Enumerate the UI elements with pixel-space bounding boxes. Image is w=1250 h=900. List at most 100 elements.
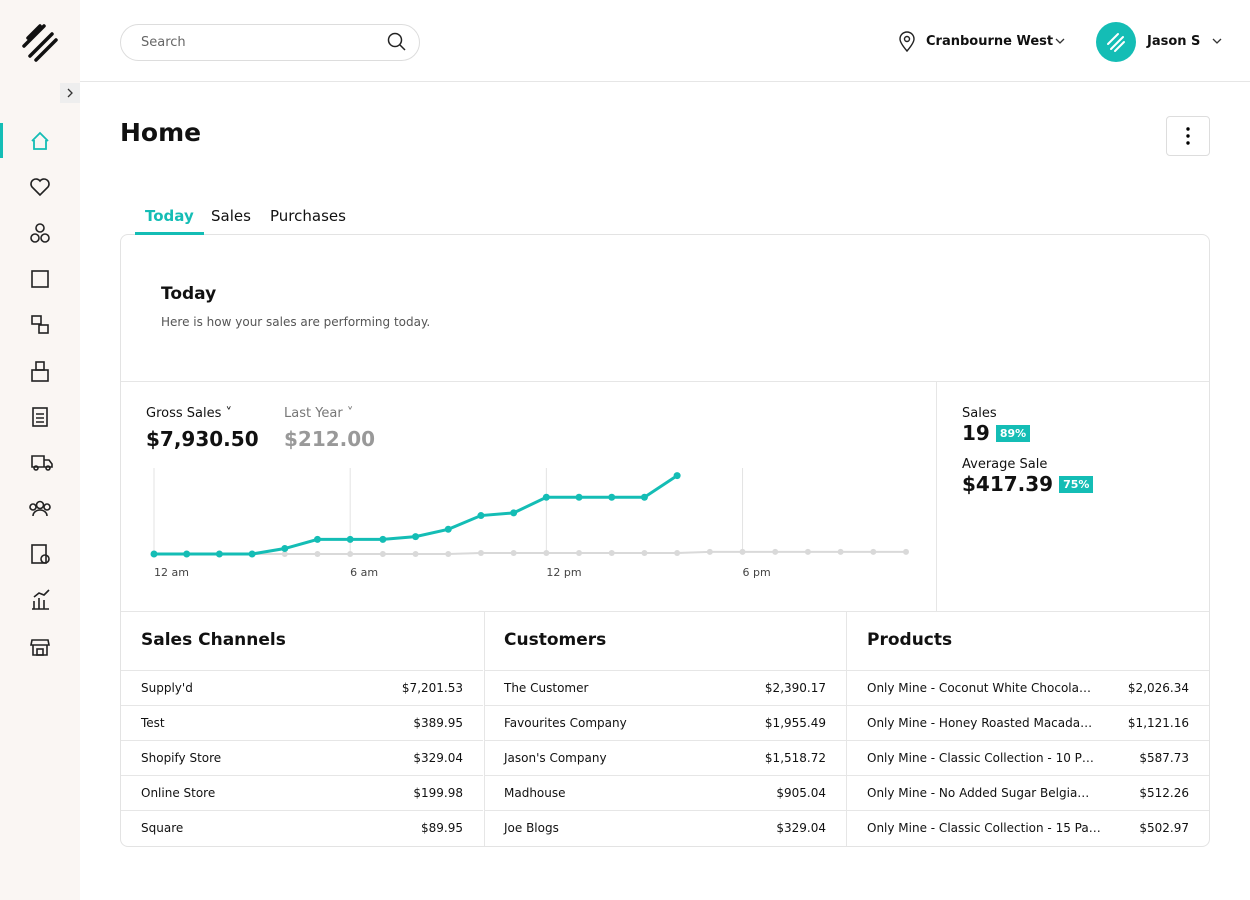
series-line [154,550,906,555]
catalog-icon[interactable] [31,270,49,288]
x-tick-label: 6 am [350,566,378,579]
gross-sales-value: $7,930.50 [146,427,259,451]
tab[interactable]: Today [135,206,204,235]
divider [121,810,483,811]
data-point [510,509,518,517]
divider [121,611,1209,612]
row-amount: $587.73 [1139,751,1189,765]
data-point [445,551,452,557]
data-point [608,550,615,557]
data-point [576,550,583,557]
table-title: Customers [504,630,607,650]
row-name: Favourites Company [504,716,627,730]
more-icon [1186,127,1190,145]
active-indicator [0,123,3,158]
user-dropdown[interactable] [1211,36,1223,46]
x-tick-label: 12 am [154,566,189,579]
divider [847,740,1209,741]
row-name: Only Mine - No Added Sugar Belgia… [867,786,1090,800]
row-amount: $2,026.34 [1127,681,1189,695]
inventory-icon[interactable] [31,361,49,382]
row-amount: $389.95 [413,716,463,730]
row-name: Only Mine - Coconut White Chocola… [867,681,1091,695]
data-point [412,533,420,541]
home-icon[interactable] [31,131,49,150]
row-amount: $512.26 [1139,786,1189,800]
location-dropdown[interactable] [1054,36,1066,46]
tab[interactable]: Purchases [270,207,346,225]
table-title: Products [867,630,953,650]
billing-icon[interactable] [31,544,50,564]
divider [847,810,1209,811]
search-box[interactable]: Search [120,24,420,61]
stat-value: $417.39 75% [962,472,1094,496]
logo [22,24,58,62]
data-point [477,550,484,557]
divider [847,775,1209,776]
data-point [215,550,223,558]
data-point [379,551,386,557]
sidebar [0,0,80,900]
data-point [641,550,648,557]
compare-dropdown[interactable]: Last Year ˅ [284,406,354,421]
compare-value: $212.00 [284,427,376,451]
data-point [870,548,877,555]
row-name: Test [141,716,165,730]
favourites-icon[interactable] [30,178,50,197]
search-icon[interactable] [386,31,408,53]
data-point [903,548,909,555]
data-point [477,512,485,520]
store-icon[interactable] [30,639,50,656]
row-amount: $199.98 [413,786,463,800]
series-line [154,474,678,556]
data-point [804,548,811,555]
row-amount: $1,121.16 [1127,716,1189,730]
divider [121,740,483,741]
orders-icon[interactable] [32,407,48,427]
divider [121,705,483,706]
top-bar [80,0,1250,82]
data-point [248,550,256,558]
avatar[interactable] [1096,22,1136,62]
stat-badge: 89% [995,425,1031,442]
data-point [575,493,583,501]
stat-number: $417.39 [962,472,1054,496]
row-name: The Customer [504,681,589,695]
customers-icon[interactable] [29,500,51,517]
gross-sales-dropdown[interactable]: Gross Sales ˅ [146,406,233,421]
section-subtitle: Here is how your sales are performing to… [161,315,431,329]
location-name[interactable]: Cranbourne West [926,34,1054,49]
divider [484,810,846,811]
divider [121,670,483,671]
collapse-toggle[interactable] [60,83,80,103]
data-point [608,493,616,501]
reports-icon[interactable] [32,589,50,610]
divider [936,382,937,611]
row-name: Supply'd [141,681,193,695]
stat-number: 19 [962,421,990,445]
data-point [314,551,321,557]
data-point [379,535,387,543]
data-point [346,535,354,543]
row-name: Joe Blogs [504,821,559,835]
row-amount: $1,955.49 [764,716,826,730]
more-button[interactable] [1166,116,1210,156]
divider [121,775,483,776]
row-name: Online Store [141,786,216,800]
sales-chart: 12 am 6 am 12 pm 6 pm [150,468,909,579]
products-icon[interactable] [31,315,49,334]
divider [484,705,846,706]
data-point [183,550,191,558]
row-name: Square [141,821,184,835]
data-point [640,493,648,501]
data-point [444,525,452,533]
divider [846,612,847,846]
delivery-icon[interactable] [31,455,53,471]
user-name[interactable]: Jason S [1147,34,1201,49]
tab[interactable]: Sales [211,207,251,225]
search-placeholder: Search [141,35,186,50]
data-point [313,535,321,543]
row-name: Jason's Company [504,751,607,765]
groups-icon[interactable] [30,223,50,243]
